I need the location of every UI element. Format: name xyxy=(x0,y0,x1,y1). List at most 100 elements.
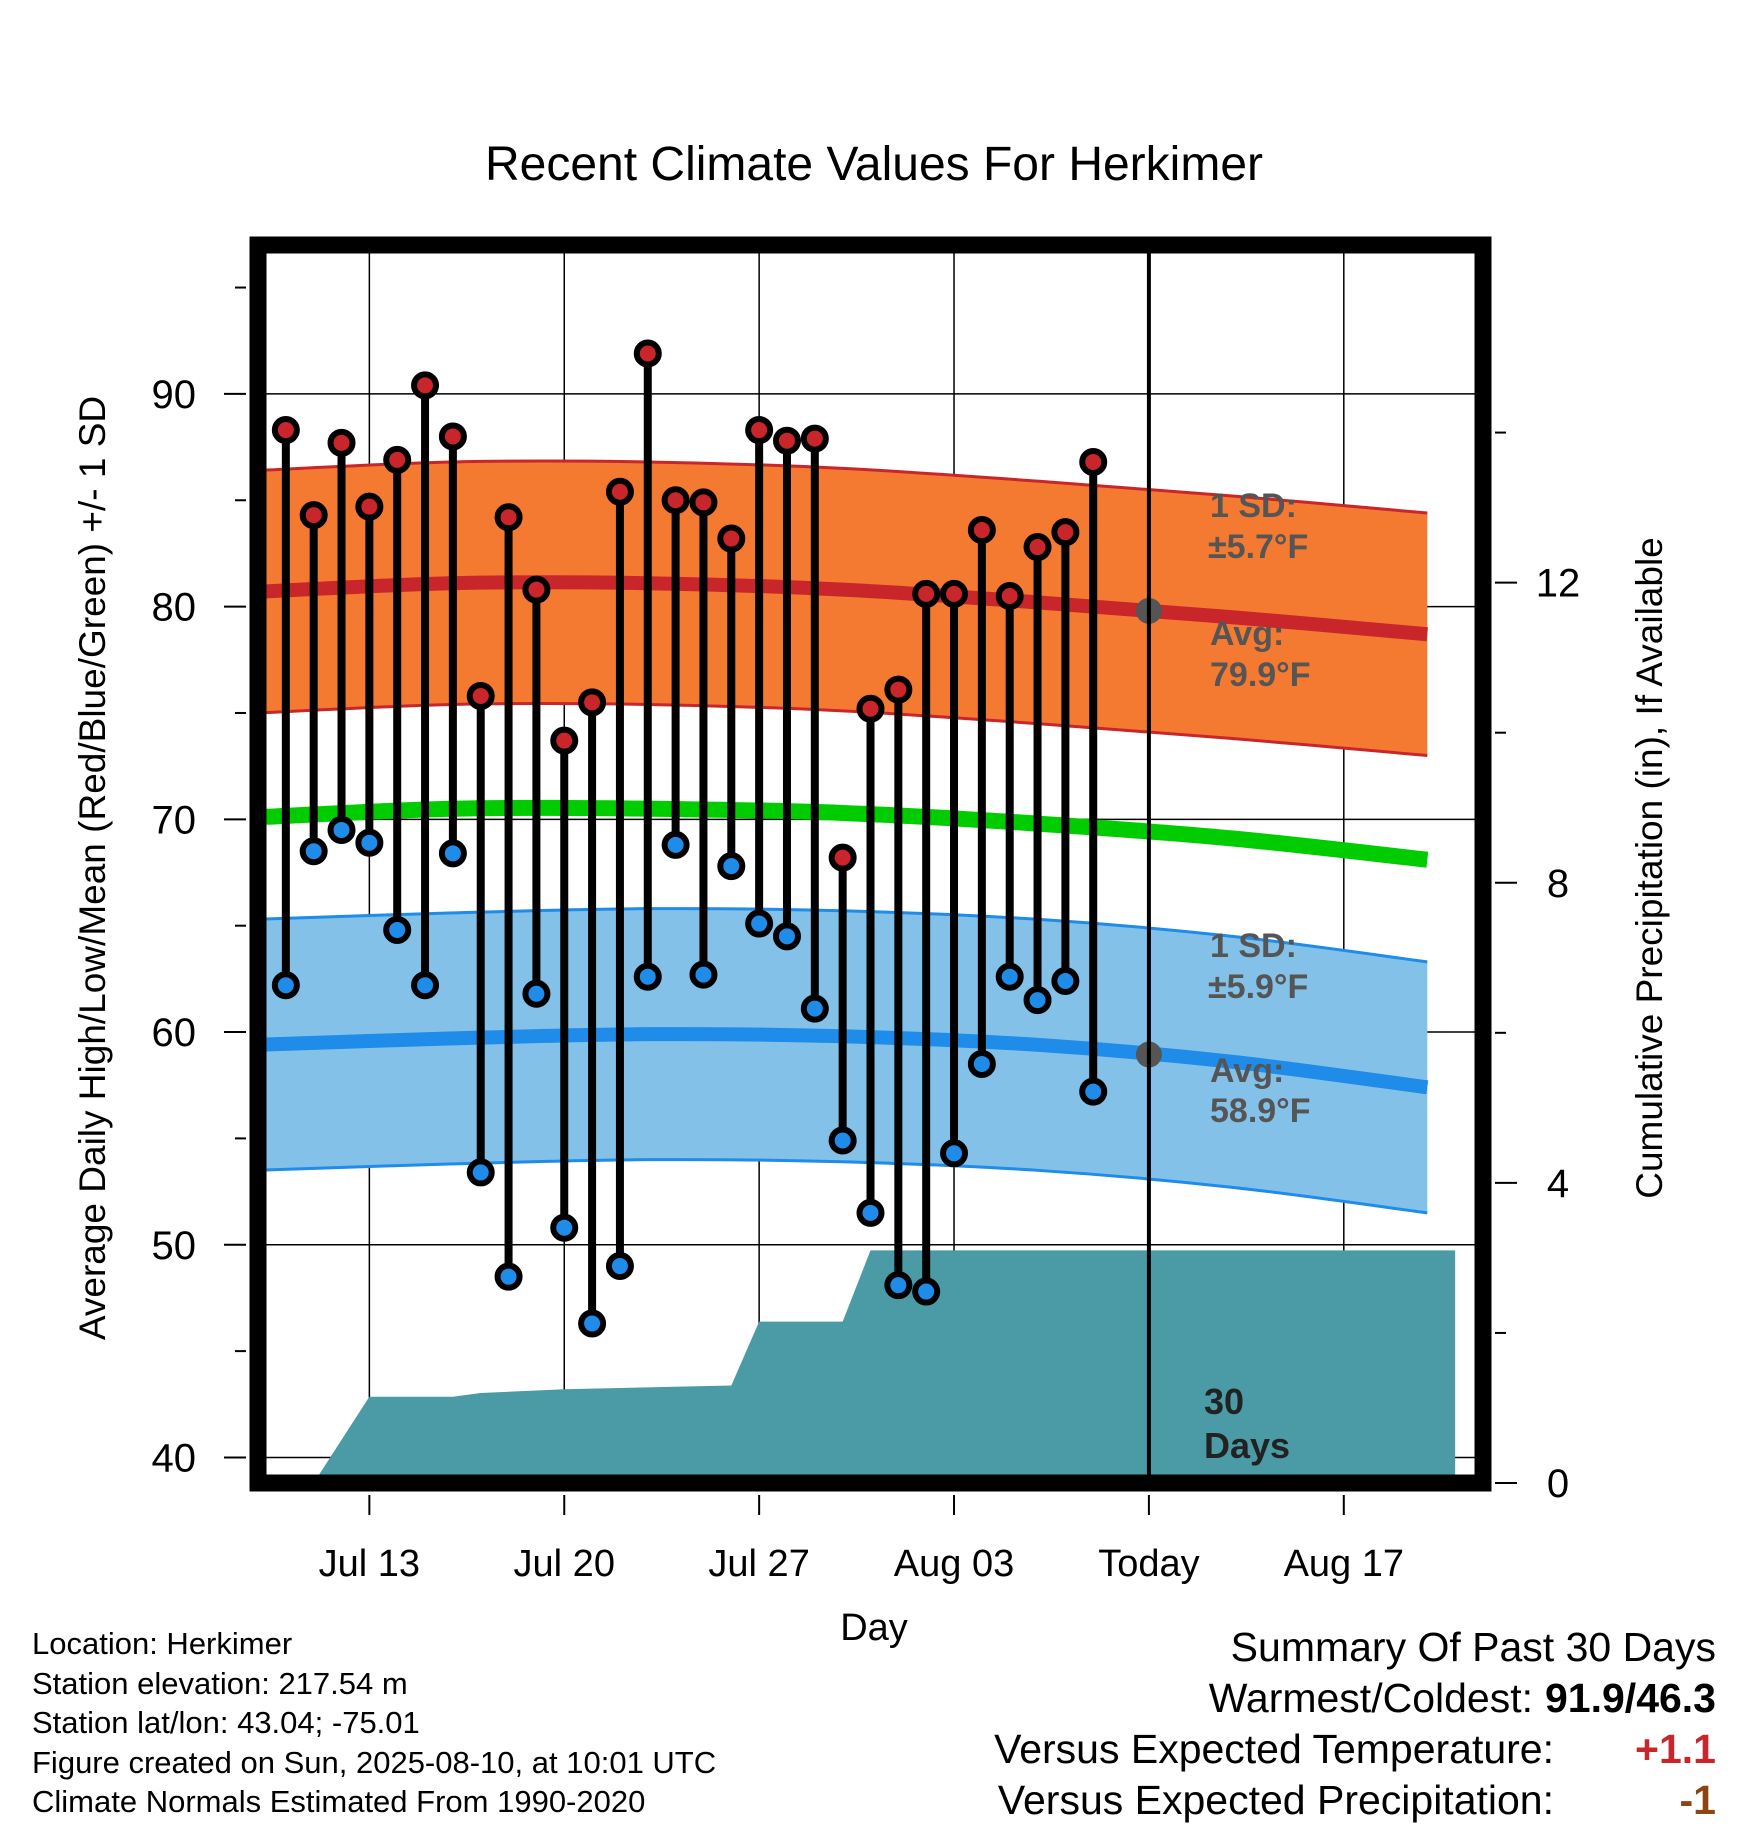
high-sd-label: 1 SD: xyxy=(1210,487,1297,525)
low-point xyxy=(828,1126,857,1155)
low-point xyxy=(466,1158,495,1187)
high-point xyxy=(745,416,774,445)
low-point xyxy=(912,1277,941,1306)
high-point xyxy=(717,524,746,553)
high-point xyxy=(856,694,885,723)
y-tick-label: 80 xyxy=(152,586,197,630)
temp-label: Versus Expected Temperature: xyxy=(994,1726,1554,1772)
high-point xyxy=(967,516,996,545)
annotations: 1 SD: ±5.7°F Avg: 79.9°F 1 SD: ±5.9°F Av… xyxy=(1204,487,1311,1466)
high-point xyxy=(1023,533,1052,562)
low-point xyxy=(772,922,801,951)
high-point xyxy=(271,416,300,445)
high-point xyxy=(383,445,412,474)
y-tick-label: 40 xyxy=(152,1436,197,1480)
low-point xyxy=(522,979,551,1008)
low-point xyxy=(299,837,328,866)
high-point xyxy=(494,503,523,532)
high-band-fill xyxy=(258,461,1428,756)
low-point xyxy=(967,1049,996,1078)
precip-area-fill xyxy=(285,1250,1456,1483)
low-point xyxy=(355,828,384,857)
low-point xyxy=(717,852,746,881)
low-point xyxy=(578,1309,607,1338)
y-axis-label: Average Daily High/Low/Mean (Red/Blue/Gr… xyxy=(72,396,113,1340)
high-avg-label: Avg: xyxy=(1210,615,1284,653)
days-count: 30 xyxy=(1204,1381,1244,1422)
y2-tick-label: 8 xyxy=(1547,862,1569,906)
high-point xyxy=(689,488,718,517)
precip-label: Versus Expected Precipitation: xyxy=(997,1777,1554,1823)
low-point xyxy=(438,839,467,868)
low-point xyxy=(940,1139,969,1168)
low-point xyxy=(605,1252,634,1281)
y-tick-label: 90 xyxy=(152,373,197,417)
plot-frame xyxy=(249,236,1492,1492)
temp-value: +1.1 xyxy=(1635,1726,1716,1772)
low-point xyxy=(1079,1077,1108,1106)
high-point xyxy=(828,843,857,872)
low-point xyxy=(633,962,662,991)
low-point xyxy=(1051,966,1080,995)
high-point xyxy=(912,579,941,608)
low-point xyxy=(411,971,440,1000)
high-point xyxy=(411,371,440,400)
low-avg-value: 58.9°F xyxy=(1210,1092,1311,1130)
latlon-text: Station lat/lon: 43.04; -75.01 xyxy=(32,1705,420,1740)
low-point xyxy=(800,994,829,1023)
summary-warmest-coldest: Warmest/Coldest: 91.9/46.3 xyxy=(994,1673,1716,1724)
high-point xyxy=(633,339,662,368)
high-sd-value: ±5.7°F xyxy=(1208,528,1308,566)
low-point xyxy=(661,830,690,859)
location-text: Location: Herkimer xyxy=(32,1626,293,1661)
elevation-text: Station elevation: 217.54 m xyxy=(32,1665,408,1701)
high-point xyxy=(940,579,969,608)
high-point xyxy=(299,501,328,530)
daily-bars xyxy=(281,353,1098,1324)
warmest-coldest-label: Warmest/Coldest: xyxy=(1208,1675,1533,1721)
low-point xyxy=(494,1262,523,1291)
summary-title: Summary Of Past 30 Days xyxy=(1230,1624,1716,1670)
low-band-lower xyxy=(257,1158,1428,1215)
precip-value: -1 xyxy=(1679,1777,1716,1823)
x-tick-label: Aug 17 xyxy=(1284,1543,1404,1585)
high-point xyxy=(438,422,467,451)
low-point xyxy=(271,971,300,1000)
chart-title: Recent Climate Values For Herkimer xyxy=(485,138,1263,191)
low-point xyxy=(745,909,774,938)
days-label: Days xyxy=(1204,1425,1290,1466)
high-avg-value: 79.9°F xyxy=(1210,656,1311,694)
low-avg-label: Avg: xyxy=(1210,1052,1284,1090)
high-point xyxy=(800,424,829,453)
created-text: Figure created on Sun, 2025-08-10, at 10… xyxy=(32,1744,717,1780)
low-point xyxy=(856,1198,885,1227)
low-point xyxy=(995,962,1024,991)
y-tick-label: 50 xyxy=(152,1224,197,1268)
high-point xyxy=(1079,447,1108,476)
x-axis-label: Day xyxy=(840,1607,908,1649)
station-info: Location: Herkimer Station elevation: 21… xyxy=(32,1624,716,1822)
high-point xyxy=(884,675,913,704)
x-tick-label: Jul 20 xyxy=(514,1543,615,1585)
high-point xyxy=(1051,518,1080,547)
y2-tick-label: 12 xyxy=(1536,562,1581,606)
low-sd-label: 1 SD: xyxy=(1210,927,1297,965)
summary-precipitation: Versus Expected Precipitation: -1 xyxy=(994,1775,1716,1826)
y2-tick-label: 4 xyxy=(1547,1162,1569,1206)
low-point xyxy=(327,815,356,844)
summary-temperature: Versus Expected Temperature: +1.1 xyxy=(994,1724,1716,1775)
summary-panel: Summary Of Past 30 Days Warmest/Coldest:… xyxy=(994,1622,1716,1826)
high-point xyxy=(772,426,801,455)
low-sd-value: ±5.9°F xyxy=(1208,968,1308,1006)
high-point xyxy=(550,726,579,755)
high-point xyxy=(355,492,384,521)
x-tick-label: Jul 13 xyxy=(319,1543,420,1585)
axes: 40 50 60 70 80 90 0 4 8 12 Jul 13 Jul 20 Jul 27 Aug 0… xyxy=(152,286,1581,1585)
daily-points xyxy=(271,339,1108,1338)
high-point xyxy=(995,581,1024,610)
y2-axis-label: Cumulative Precipitation (in), If Availa… xyxy=(1629,537,1670,1199)
high-point xyxy=(578,688,607,717)
high-point xyxy=(466,681,495,710)
low-point xyxy=(1023,986,1052,1015)
